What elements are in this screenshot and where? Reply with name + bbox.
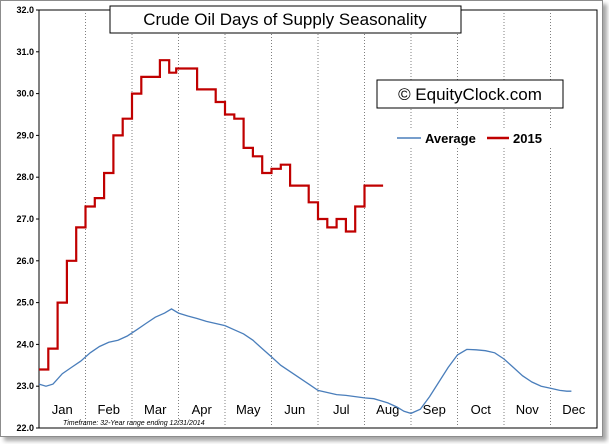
- month-label-jun: Jun: [284, 402, 305, 417]
- title-box: [109, 5, 462, 34]
- legend-background: [389, 128, 561, 148]
- series-line-average: [38, 308, 572, 415]
- month-label-apr: Apr: [192, 402, 213, 417]
- month-label-feb: Feb: [98, 402, 120, 417]
- month-label-mar: Mar: [144, 402, 167, 417]
- y-tick-label-5: 27.0: [16, 214, 34, 224]
- chart-frame: 32.0 31.0 30.0 29.0 28.0 27.0 26.0 25.0 24.0 23.0…: [0, 0, 603, 437]
- footnote-text: Timeframe: 32-Year range ending 12/31/20…: [63, 420, 205, 427]
- month-label-nov: Nov: [516, 402, 540, 417]
- y-tick-label-1: 31.0: [16, 47, 34, 57]
- series-line-2015: [39, 59, 384, 371]
- watermark-text: © EquityClock.com: [398, 85, 542, 104]
- title-text: Crude Oil Days of Supply Seasonality: [143, 10, 427, 29]
- legend-label-average: Average: [425, 131, 476, 146]
- y-tick-label-6: 26.0: [16, 256, 34, 266]
- y-tick-label-7: 25.0: [16, 298, 34, 308]
- y-tick-label-4: 28.0: [16, 172, 34, 182]
- month-label-aug: Aug: [376, 402, 399, 417]
- y-tick-label-0: 32.0: [16, 5, 34, 15]
- y-axis: 32.0 31.0 30.0 29.0 28.0 27.0 26.0 25.0 24.0 23.0…: [16, 5, 39, 433]
- month-label-may: May: [236, 402, 261, 417]
- watermark: © EquityClock.com: [376, 79, 564, 109]
- y-tick-label-3: 29.0: [16, 130, 34, 140]
- legend: Average 2015: [389, 128, 561, 148]
- y-tick-label-9: 23.0: [16, 381, 34, 391]
- x-axis: Jan Feb Mar Apr May Jun Jul Aug Sep Oct Nov Dec: [52, 402, 586, 417]
- y-tick-label-10: 22.0: [16, 423, 34, 433]
- y-tick-label-2: 30.0: [16, 89, 34, 99]
- month-label-jul: Jul: [333, 402, 350, 417]
- y-tick-label-8: 24.0: [16, 339, 34, 349]
- month-label-jan: Jan: [52, 402, 73, 417]
- series-layer: [38, 59, 572, 415]
- chart-title: Crude Oil Days of Supply Seasonality: [109, 5, 462, 34]
- month-label-sep: Sep: [423, 402, 446, 417]
- month-label-dec: Dec: [562, 402, 586, 417]
- legend-label-2015: 2015: [513, 131, 542, 146]
- watermark-box: [376, 79, 564, 109]
- month-label-oct: Oct: [471, 402, 492, 417]
